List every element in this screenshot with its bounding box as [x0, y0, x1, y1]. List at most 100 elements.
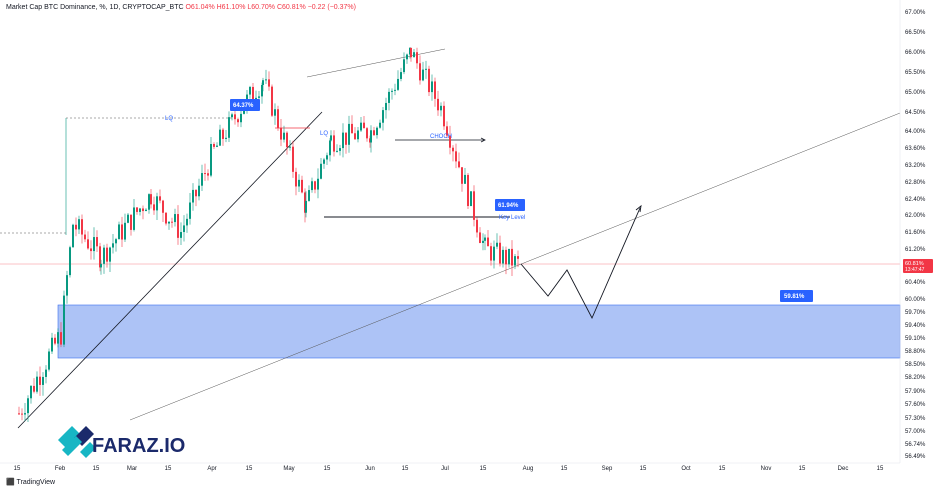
- ohlc-close: C60.81%: [276, 4, 306, 11]
- candle-body: [18, 413, 20, 415]
- time-tick-label: Aug: [523, 466, 534, 472]
- chart-header: Market Cap BTC Dominance, %, 1D, CRYPTOC…: [6, 4, 356, 11]
- time-tick-label: Jun: [365, 466, 375, 472]
- candle-body: [109, 247, 111, 262]
- candle-body: [168, 221, 170, 224]
- candle-body: [502, 249, 504, 264]
- candle-body: [476, 219, 478, 233]
- candle-body: [339, 148, 341, 151]
- projection-arrow-icon: [635, 204, 642, 213]
- last-price-label: 60.81%: [905, 261, 924, 267]
- logo-mark-icon: [80, 442, 96, 458]
- label-key-text: 61.94%: [498, 203, 519, 209]
- candle-body: [87, 239, 89, 249]
- candle-body: [81, 219, 83, 235]
- candle-body: [406, 54, 408, 60]
- candle-body: [382, 110, 384, 123]
- candle-body: [379, 122, 381, 128]
- last-price-badge: [903, 259, 933, 273]
- price-tick-label: 58.20%: [905, 375, 926, 381]
- price-tick-label: 64.50%: [905, 110, 926, 116]
- candle-body: [314, 181, 316, 190]
- price-tick-label: 57.60%: [905, 402, 926, 408]
- candle-body: [153, 204, 155, 211]
- candle-body: [265, 79, 267, 81]
- candle-body: [413, 52, 415, 58]
- candle-body: [286, 132, 288, 148]
- rising-trendline: [17, 111, 323, 429]
- candle-body: [171, 221, 173, 223]
- candle-body: [505, 249, 507, 265]
- time-tick-label: Dec: [838, 466, 849, 472]
- time-tick-label: Apr: [207, 466, 216, 472]
- candle-body: [357, 130, 359, 140]
- logo-mark-icon: [62, 436, 82, 456]
- time-tick-label: 15: [799, 466, 806, 472]
- candle-body: [204, 173, 206, 175]
- candle-body: [69, 247, 71, 276]
- candle-body: [342, 132, 344, 149]
- lq-left-label: LQ: [165, 116, 173, 122]
- candle-body: [508, 248, 510, 265]
- candle-body: [301, 179, 303, 193]
- candle-body: [210, 143, 212, 176]
- candle-body: [100, 263, 102, 268]
- candle-body: [416, 52, 418, 64]
- time-tick-label: 15: [93, 466, 100, 472]
- label-target-bg: [780, 290, 813, 302]
- candle-body: [142, 208, 144, 212]
- ohlc-change: −0.22 (−0.37%): [307, 4, 356, 11]
- candle-body: [136, 207, 138, 212]
- candle-body: [118, 224, 120, 240]
- candle-body: [39, 376, 41, 385]
- candle-body: [24, 413, 26, 415]
- candle-body: [458, 161, 460, 168]
- candle-body: [482, 240, 484, 243]
- symbol-title[interactable]: Market Cap BTC Dominance, %, 1D, CRYPTOC…: [6, 4, 184, 11]
- time-tick-label: 15: [324, 466, 331, 472]
- price-tick-label: 57.90%: [905, 389, 926, 395]
- time-tick-label: Oct: [681, 466, 691, 472]
- time-tick-label: 15: [877, 466, 884, 472]
- candle-body: [333, 135, 335, 152]
- price-tick-label: 63.60%: [905, 146, 926, 152]
- price-tick-label: 58.80%: [905, 349, 926, 355]
- time-tick-label: 15: [246, 466, 253, 472]
- countdown-label: 13:47:47: [905, 267, 925, 273]
- top-trendline: [306, 48, 446, 78]
- candle-body: [323, 159, 325, 164]
- candle-body: [84, 234, 86, 240]
- candle-body: [446, 126, 448, 136]
- candle-body: [271, 86, 273, 116]
- candle-body: [159, 196, 161, 201]
- candle-body: [385, 102, 387, 111]
- candle-body: [192, 189, 194, 203]
- candle-body: [305, 200, 307, 213]
- candle-body: [461, 167, 463, 184]
- price-tick-label: 61.20%: [905, 247, 926, 253]
- candle-body: [103, 247, 105, 264]
- candle-body: [283, 132, 285, 140]
- time-tick-label: 15: [480, 466, 487, 472]
- candle-body: [317, 178, 319, 190]
- candle-body: [425, 68, 427, 70]
- candle-body: [363, 122, 365, 129]
- candle-body: [308, 190, 310, 201]
- candle-body: [72, 224, 74, 248]
- tradingview-logo[interactable]: ⬛ TradingView: [6, 478, 55, 486]
- candle-body: [422, 69, 424, 81]
- candle-body: [467, 174, 469, 207]
- candle-body: [93, 237, 95, 252]
- candle-body: [496, 242, 498, 247]
- candle-body: [428, 68, 430, 93]
- candle-body: [27, 398, 29, 414]
- candle-body: [452, 147, 454, 152]
- candle-body: [268, 79, 270, 87]
- time-tick-label: 15: [14, 466, 21, 472]
- candle-body: [222, 129, 224, 139]
- candle-body: [162, 200, 164, 213]
- candle-body: [484, 237, 486, 241]
- candle-body: [366, 128, 368, 139]
- candle-body: [174, 214, 176, 223]
